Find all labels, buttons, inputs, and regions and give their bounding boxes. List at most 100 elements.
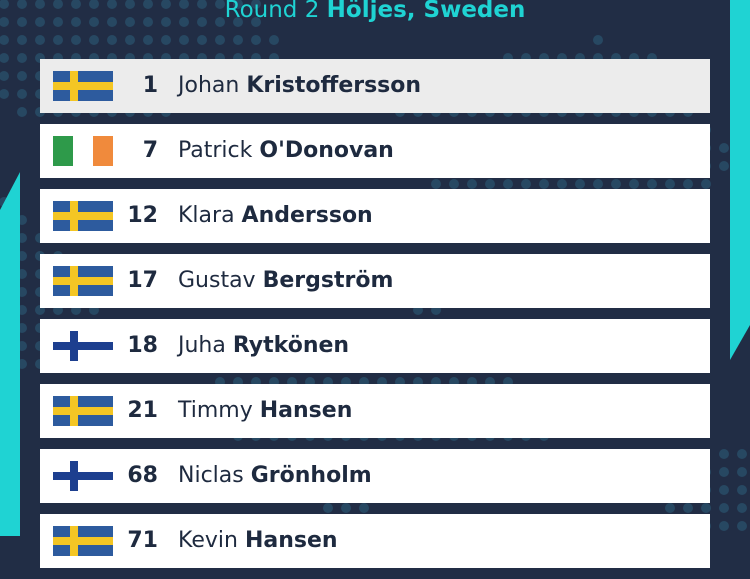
driver-name: Timmy Hansen [178, 396, 352, 426]
left-accent-stripe [0, 172, 20, 536]
decor-dot [35, 17, 45, 27]
driver-number: 7 [142, 138, 158, 163]
decor-dot [215, 17, 225, 27]
driver-number: 1 [142, 73, 158, 98]
decor-dot [53, 0, 63, 9]
decor-dot [719, 503, 729, 513]
decor-dot [0, 71, 9, 81]
decor-dot [683, 179, 693, 189]
decor-dot [737, 485, 747, 495]
driver-list: 1 Johan Kristoffersson 7 Patrick O'Donov… [40, 59, 710, 579]
decor-dot [629, 179, 639, 189]
decor-dot [143, 35, 153, 45]
decor-dot [17, 89, 27, 99]
driver-name: Kevin Hansen [178, 526, 338, 556]
driver-number: 21 [127, 398, 158, 423]
decor-dot [503, 179, 513, 189]
decor-dot [17, 35, 27, 45]
driver-last-name: Hansen [244, 528, 338, 553]
decor-dot [0, 17, 9, 27]
decor-dot [701, 179, 711, 189]
driver-name: Gustav Bergström [178, 266, 393, 296]
driver-name: Klara Andersson [178, 201, 373, 231]
decor-dot [233, 35, 243, 45]
decor-dot [35, 35, 45, 45]
decor-dot [89, 17, 99, 27]
decor-dot [269, 35, 279, 45]
decor-dot [737, 449, 747, 459]
decor-dot [215, 35, 225, 45]
driver-first-name: Gustav [178, 268, 256, 293]
driver-row: 18 Juha Rytkönen [40, 319, 710, 373]
decor-dot [593, 35, 603, 45]
decor-dot [251, 35, 261, 45]
driver-last-name: Grönholm [250, 463, 372, 488]
round-label: Round 2 [224, 0, 320, 23]
decor-dot [125, 17, 135, 27]
sweden-flag-icon [53, 71, 113, 101]
decor-dot [125, 35, 135, 45]
decor-dot [179, 35, 189, 45]
decor-dot [197, 0, 207, 9]
driver-row: 7 Patrick O'Donovan [40, 124, 710, 178]
decor-dot [71, 17, 81, 27]
decor-dot [521, 179, 531, 189]
decor-dot [467, 179, 477, 189]
decor-dot [89, 35, 99, 45]
driver-row: 17 Gustav Bergström [40, 254, 710, 308]
decor-dot [737, 521, 747, 531]
driver-name: Juha Rytkönen [178, 331, 349, 361]
decor-dot [35, 0, 45, 9]
sweden-flag-icon [53, 266, 113, 296]
driver-first-name: Juha [178, 333, 226, 358]
driver-last-name: Hansen [259, 398, 353, 423]
decor-dot [89, 0, 99, 9]
decor-dot [719, 467, 729, 477]
driver-first-name: Patrick [178, 138, 253, 163]
decor-dot [71, 0, 81, 9]
driver-last-name: Kristoffersson [246, 73, 422, 98]
decor-dot [161, 0, 171, 9]
decor-dot [0, 53, 9, 63]
decor-dot [719, 449, 729, 459]
decor-dot [53, 17, 63, 27]
driver-last-name: Andersson [241, 203, 373, 228]
page-header: Round 2 Höljes, Sweden [0, 0, 750, 31]
decor-dot [539, 179, 549, 189]
sweden-flag-icon [53, 526, 113, 556]
decor-dot [71, 35, 81, 45]
decor-dot [359, 503, 369, 513]
decor-dot [233, 17, 243, 27]
driver-number: 12 [127, 203, 158, 228]
decor-dot [17, 0, 27, 9]
decor-dot [719, 485, 729, 495]
driver-first-name: Johan [178, 73, 240, 98]
driver-row: 68 Niclas Grönholm [40, 449, 710, 503]
decor-dot [593, 179, 603, 189]
decor-dot [251, 0, 261, 9]
driver-row: 21 Timmy Hansen [40, 384, 710, 438]
decor-dot [197, 35, 207, 45]
decor-dot [179, 0, 189, 9]
decor-dot [0, 35, 9, 45]
decor-dot [107, 35, 117, 45]
decor-dot [647, 179, 657, 189]
decor-dot [107, 0, 117, 9]
driver-first-name: Klara [178, 203, 235, 228]
driver-name: Niclas Grönholm [178, 461, 372, 491]
decor-dot [107, 17, 117, 27]
decor-dot [17, 17, 27, 27]
decor-dot [251, 17, 261, 27]
decor-dot [665, 503, 675, 513]
decor-dot [53, 35, 63, 45]
decor-dot [683, 503, 693, 513]
decor-dot [17, 107, 27, 117]
driver-number: 17 [127, 268, 158, 293]
decor-dot [611, 179, 621, 189]
ireland-flag-icon [53, 136, 113, 166]
decor-dot [485, 179, 495, 189]
decor-dot [557, 179, 567, 189]
sweden-flag-icon [53, 396, 113, 426]
decor-dot [719, 521, 729, 531]
decor-dot [719, 161, 729, 171]
